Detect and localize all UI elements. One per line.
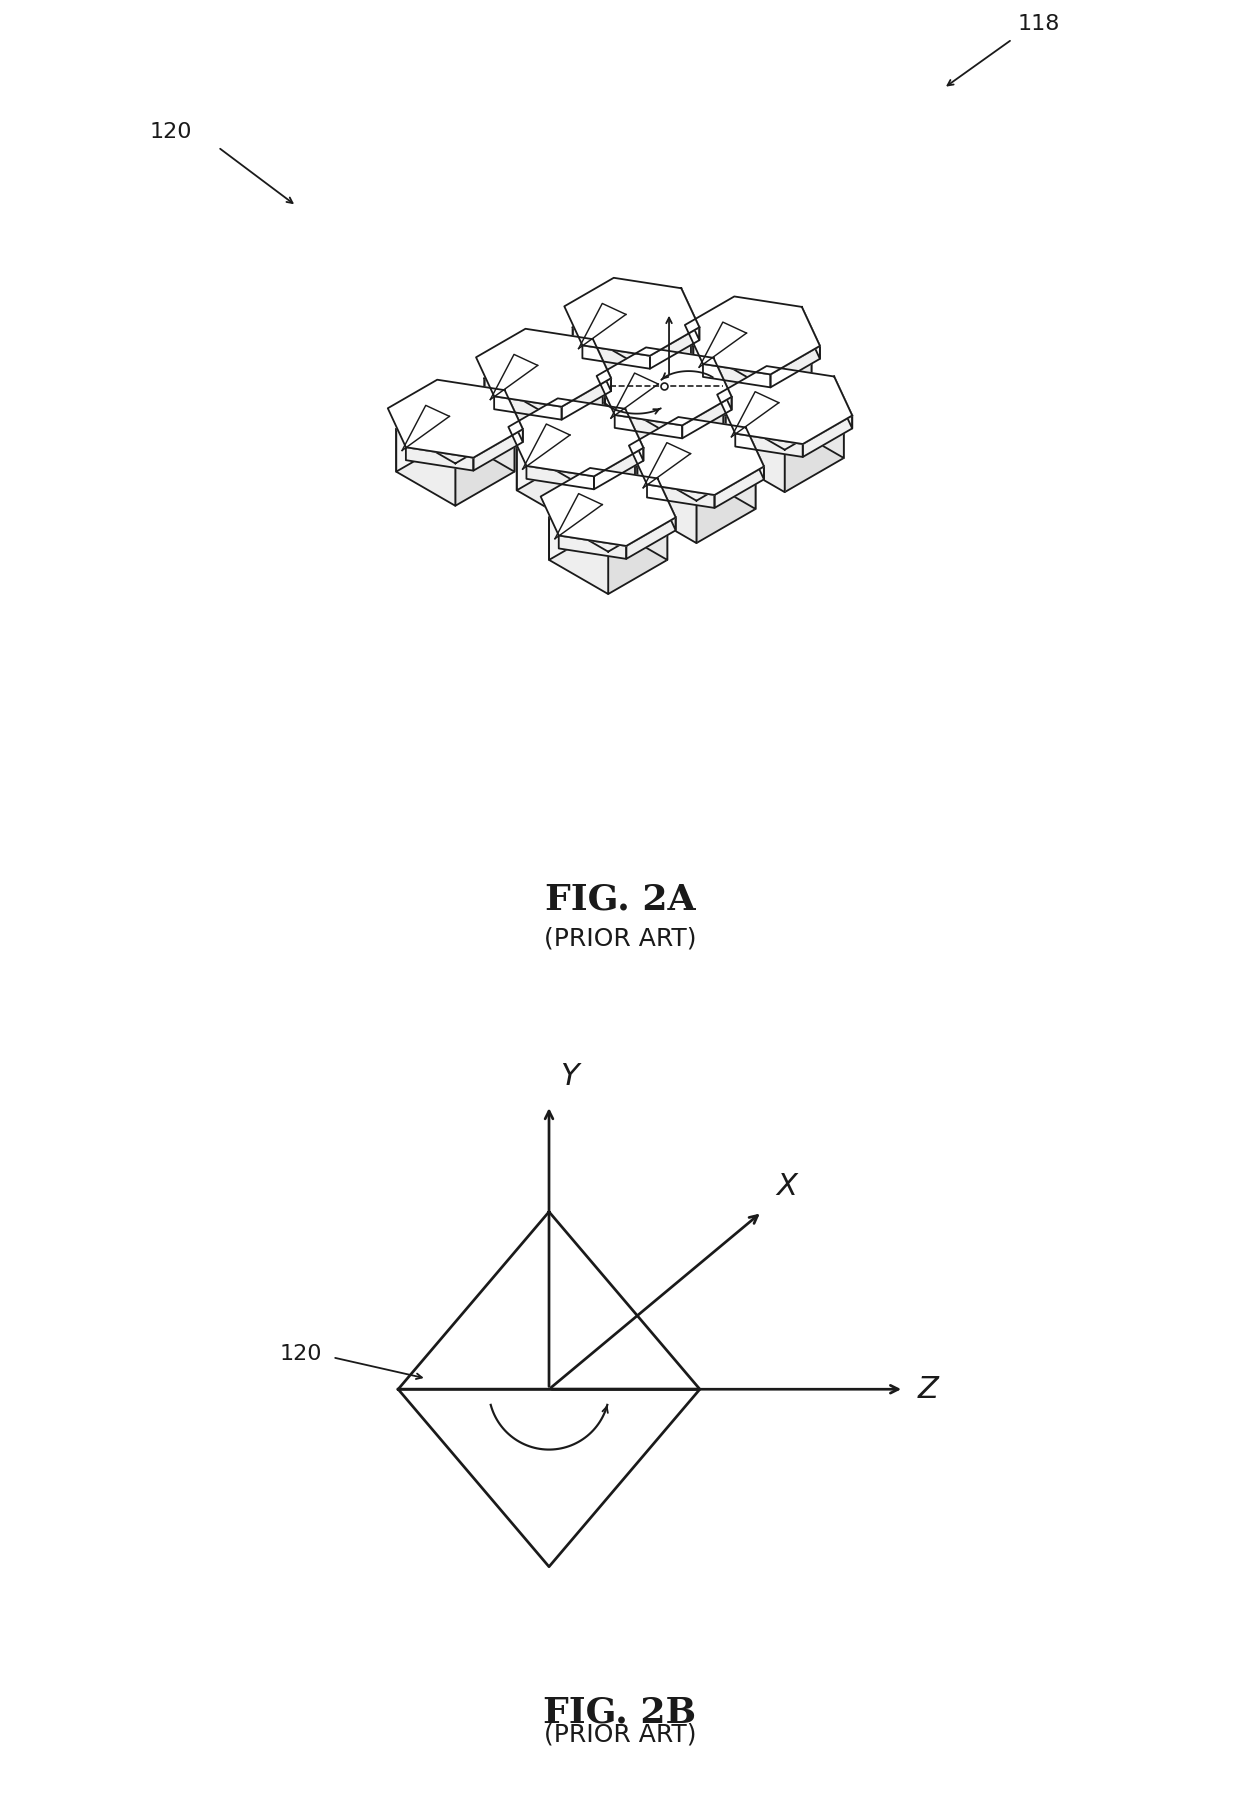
- Polygon shape: [608, 483, 667, 559]
- Polygon shape: [637, 467, 697, 543]
- Text: 120: 120: [149, 122, 192, 142]
- Text: X: X: [776, 1171, 797, 1200]
- Polygon shape: [405, 447, 474, 470]
- Polygon shape: [583, 345, 650, 369]
- Polygon shape: [455, 429, 515, 507]
- Polygon shape: [746, 427, 764, 479]
- Polygon shape: [559, 536, 626, 559]
- Polygon shape: [605, 363, 723, 430]
- Polygon shape: [682, 398, 732, 438]
- Polygon shape: [527, 467, 594, 489]
- Polygon shape: [575, 414, 635, 490]
- Polygon shape: [549, 483, 608, 559]
- Polygon shape: [476, 329, 611, 407]
- Polygon shape: [605, 398, 665, 474]
- Polygon shape: [485, 345, 603, 412]
- Polygon shape: [608, 518, 667, 594]
- Polygon shape: [564, 278, 699, 356]
- Polygon shape: [494, 396, 562, 419]
- Polygon shape: [594, 449, 644, 489]
- Text: FIG. 2A: FIG. 2A: [544, 883, 696, 917]
- Polygon shape: [725, 381, 785, 458]
- Polygon shape: [485, 378, 543, 454]
- Polygon shape: [725, 416, 785, 492]
- Polygon shape: [693, 312, 753, 389]
- Polygon shape: [388, 380, 523, 458]
- Polygon shape: [693, 312, 811, 380]
- Polygon shape: [717, 367, 852, 445]
- Polygon shape: [735, 434, 802, 458]
- Polygon shape: [615, 414, 682, 438]
- Polygon shape: [573, 327, 632, 403]
- Polygon shape: [714, 467, 764, 508]
- Polygon shape: [650, 327, 699, 369]
- Polygon shape: [517, 414, 635, 481]
- Polygon shape: [505, 390, 523, 441]
- Polygon shape: [543, 378, 603, 454]
- Polygon shape: [625, 409, 644, 461]
- Polygon shape: [753, 347, 811, 423]
- Polygon shape: [632, 292, 691, 370]
- Text: 120: 120: [279, 1344, 322, 1364]
- Polygon shape: [637, 432, 697, 508]
- Polygon shape: [665, 363, 723, 439]
- Polygon shape: [647, 485, 714, 508]
- Polygon shape: [596, 347, 732, 425]
- Polygon shape: [802, 307, 820, 360]
- Polygon shape: [397, 429, 455, 507]
- Polygon shape: [397, 396, 455, 472]
- Polygon shape: [593, 340, 611, 390]
- Polygon shape: [657, 478, 676, 530]
- Polygon shape: [785, 416, 843, 492]
- Polygon shape: [398, 1211, 699, 1389]
- Polygon shape: [681, 289, 699, 340]
- Text: (PRIOR ART): (PRIOR ART): [544, 926, 696, 952]
- Polygon shape: [632, 327, 691, 403]
- Polygon shape: [785, 381, 843, 458]
- Text: FIG. 2B: FIG. 2B: [543, 1696, 697, 1731]
- Polygon shape: [770, 345, 820, 387]
- Polygon shape: [474, 429, 523, 470]
- Polygon shape: [605, 363, 665, 439]
- Polygon shape: [753, 312, 811, 389]
- Polygon shape: [725, 381, 843, 450]
- Text: Z: Z: [918, 1375, 939, 1404]
- Polygon shape: [541, 469, 676, 547]
- Polygon shape: [626, 518, 676, 559]
- Polygon shape: [562, 378, 611, 419]
- Polygon shape: [629, 418, 764, 496]
- Polygon shape: [573, 292, 691, 361]
- Polygon shape: [697, 432, 755, 508]
- Polygon shape: [397, 396, 515, 463]
- Polygon shape: [697, 467, 755, 543]
- Polygon shape: [517, 414, 575, 490]
- Polygon shape: [693, 347, 753, 423]
- Polygon shape: [398, 1389, 699, 1567]
- Polygon shape: [575, 449, 635, 525]
- Polygon shape: [835, 376, 852, 429]
- Polygon shape: [517, 449, 575, 525]
- Polygon shape: [703, 363, 770, 387]
- Text: 118: 118: [1017, 15, 1059, 35]
- Text: Y: Y: [559, 1062, 578, 1091]
- Polygon shape: [543, 345, 603, 421]
- Polygon shape: [713, 358, 732, 410]
- Polygon shape: [485, 345, 543, 421]
- Polygon shape: [455, 396, 515, 472]
- Polygon shape: [549, 483, 667, 552]
- Polygon shape: [508, 398, 644, 476]
- Polygon shape: [684, 296, 820, 374]
- Polygon shape: [665, 398, 723, 474]
- Polygon shape: [573, 292, 632, 370]
- Text: (PRIOR ART): (PRIOR ART): [544, 1723, 696, 1747]
- Polygon shape: [549, 518, 608, 594]
- Polygon shape: [802, 416, 852, 458]
- Polygon shape: [637, 432, 755, 501]
